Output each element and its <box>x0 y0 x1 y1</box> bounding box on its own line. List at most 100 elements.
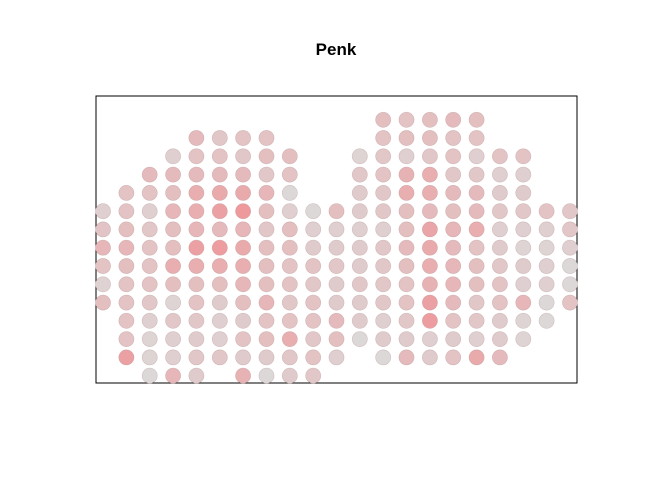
spot-67 <box>211 130 228 146</box>
spot-196 <box>468 331 485 347</box>
spot-238 <box>538 203 555 220</box>
spot-72 <box>235 294 251 311</box>
spot-201 <box>468 239 485 256</box>
spot-14 <box>118 203 135 220</box>
spot-127 <box>328 203 345 220</box>
spot-26 <box>141 184 158 201</box>
spot-131 <box>351 276 368 293</box>
spot-64 <box>211 184 228 201</box>
spot-193 <box>445 130 462 146</box>
spot-159 <box>398 239 415 256</box>
spot-42 <box>188 349 205 366</box>
spot-16 <box>141 367 158 384</box>
spot-156 <box>398 294 415 311</box>
spot-242 <box>562 239 578 256</box>
spot-204 <box>468 184 485 201</box>
spot-100 <box>281 294 298 311</box>
spot-120 <box>328 331 345 347</box>
spot-7 <box>118 331 135 347</box>
spot-162 <box>398 184 415 201</box>
spot-107 <box>281 166 298 183</box>
spot-231 <box>515 148 532 165</box>
spot-41 <box>188 367 205 384</box>
spot-29 <box>165 349 181 366</box>
spot-218 <box>491 184 508 201</box>
spot-57 <box>211 312 228 329</box>
spot-152 <box>375 111 392 128</box>
spot-212 <box>491 294 508 311</box>
spot-91 <box>258 203 275 220</box>
spot-143 <box>375 276 392 293</box>
spot-30 <box>165 331 181 347</box>
spot-146 <box>375 221 392 238</box>
spot-43 <box>188 331 205 347</box>
spot-40 <box>165 148 181 165</box>
spot-34 <box>165 258 181 274</box>
spot-135 <box>351 203 368 220</box>
spot-69 <box>235 349 251 366</box>
spot-121 <box>328 312 345 329</box>
spot-71 <box>235 312 251 329</box>
spot-219 <box>491 166 508 183</box>
spot-27 <box>141 166 158 183</box>
spot-164 <box>398 148 415 165</box>
spot-186 <box>445 258 462 274</box>
spot-55 <box>211 349 228 366</box>
spot-151 <box>375 130 392 146</box>
spot-15 <box>118 184 135 201</box>
spot-215 <box>491 239 508 256</box>
spot-111 <box>305 331 322 347</box>
spot-139 <box>375 349 392 366</box>
spot-209 <box>491 349 508 366</box>
spot-114 <box>305 276 322 293</box>
spot-35 <box>165 239 181 256</box>
spot-36 <box>165 221 181 238</box>
spot-174 <box>421 221 438 238</box>
spot-95 <box>258 130 275 146</box>
spot-80 <box>235 148 251 165</box>
spot-223 <box>515 294 532 311</box>
spot-187 <box>445 239 462 256</box>
spot-101 <box>281 276 298 293</box>
spot-175 <box>421 203 438 220</box>
spot-116 <box>305 239 322 256</box>
spot-240 <box>562 276 578 293</box>
spot-185 <box>445 276 462 293</box>
spot-221 <box>515 331 532 347</box>
spot-33 <box>165 276 181 293</box>
spot-157 <box>398 276 415 293</box>
spot-144 <box>375 258 392 274</box>
spot-224 <box>515 276 532 293</box>
spot-195 <box>468 349 485 366</box>
spot-128 <box>351 331 368 347</box>
spot-82 <box>258 367 275 384</box>
spot-39 <box>165 166 181 183</box>
spot-198 <box>468 294 485 311</box>
spot-133 <box>351 239 368 256</box>
spot-99 <box>281 312 298 329</box>
spot-228 <box>515 203 532 220</box>
spot-158 <box>398 258 415 274</box>
spot-98 <box>281 331 298 347</box>
spot-49 <box>188 221 205 238</box>
spot-62 <box>211 221 228 238</box>
spot-203 <box>468 203 485 220</box>
spot-58 <box>211 294 228 311</box>
spot-207 <box>468 130 485 146</box>
spot-140 <box>375 331 392 347</box>
spot-199 <box>468 276 485 293</box>
spot-213 <box>491 276 508 293</box>
spot-8 <box>118 312 135 329</box>
spot-138 <box>351 148 368 165</box>
spot-38 <box>165 184 181 201</box>
spot-5 <box>95 203 111 220</box>
spot-110 <box>305 349 322 366</box>
spot-88 <box>258 258 275 274</box>
spot-241 <box>562 258 578 274</box>
spot-46 <box>188 276 205 293</box>
spot-90 <box>258 221 275 238</box>
spot-22 <box>141 258 158 274</box>
spot-179 <box>421 130 438 146</box>
spot-92 <box>258 184 275 201</box>
